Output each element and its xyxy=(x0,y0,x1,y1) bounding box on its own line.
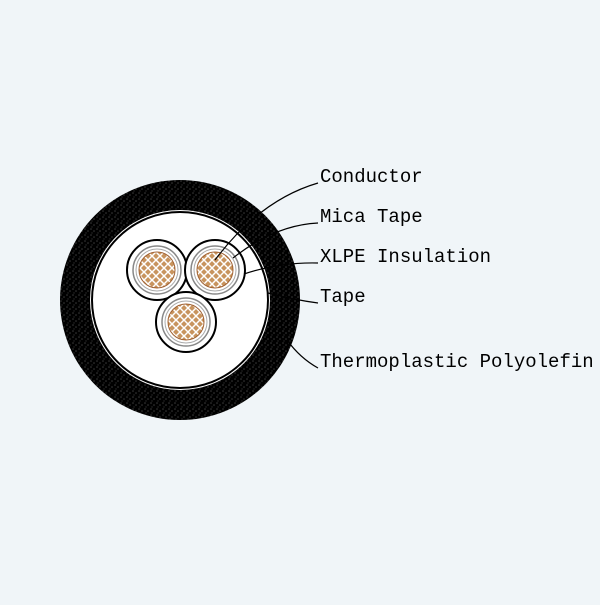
conductor-3 xyxy=(156,292,216,352)
label-mica-tape: Mica Tape xyxy=(320,206,423,228)
cable-diagram: Conductor Mica Tape XLPE Insulation Tape… xyxy=(0,0,600,600)
label-conductor: Conductor xyxy=(320,166,423,188)
cable-svg xyxy=(0,0,600,600)
label-tape: Tape xyxy=(320,286,366,308)
conductor-2 xyxy=(185,240,245,300)
label-thermoplastic: Thermoplastic Polyolefin xyxy=(320,351,594,373)
conductor-1 xyxy=(127,240,187,300)
label-xlpe-insulation: XLPE Insulation xyxy=(320,246,491,268)
